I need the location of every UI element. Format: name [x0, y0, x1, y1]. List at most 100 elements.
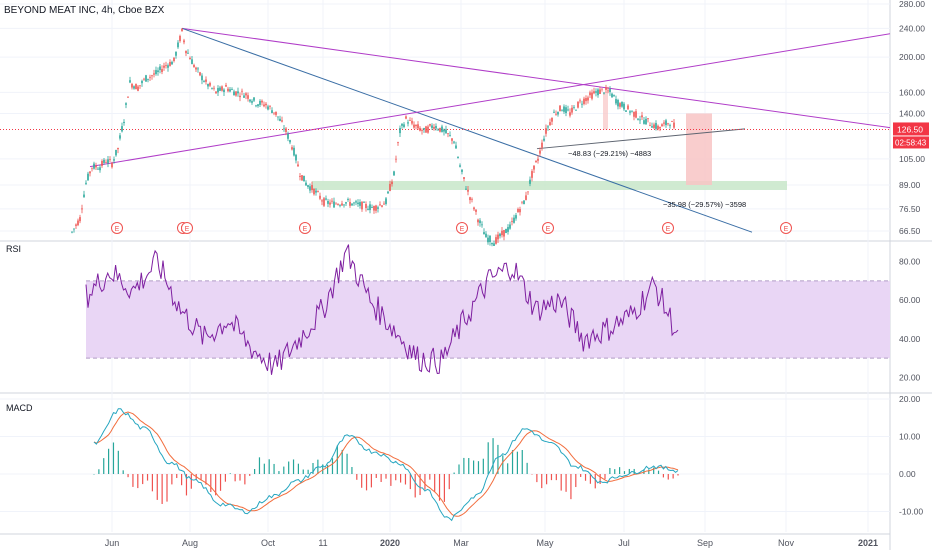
candle-body: [283, 128, 285, 130]
candle-body: [643, 120, 645, 124]
candle-body: [191, 59, 193, 65]
measure-label-2: −35.98 (−29.57%) −3598: [663, 200, 746, 209]
earnings-marker: [299, 222, 311, 234]
macd-hist-bar: [336, 445, 338, 474]
candle-body: [651, 126, 653, 128]
candle-body: [645, 118, 647, 125]
candle-body: [325, 198, 327, 200]
candle-body: [153, 73, 155, 75]
candle-body: [271, 110, 273, 114]
macd-hist-bar: [560, 474, 562, 491]
price-tick-label: 240.00: [899, 23, 925, 33]
macd-hist-bar: [224, 474, 226, 482]
candle-body: [577, 101, 579, 108]
macd-hist-bar: [395, 474, 397, 481]
macd-hist-bar: [205, 474, 207, 485]
candle-body: [631, 110, 633, 112]
candle-body: [233, 91, 235, 96]
candle-body: [597, 89, 599, 96]
candle-body: [215, 91, 217, 94]
macd-hist-bar: [531, 474, 533, 475]
candle-body: [465, 188, 467, 190]
macd-hist-bar: [536, 474, 538, 483]
candle-body: [167, 65, 169, 68]
candle-body: [231, 89, 233, 90]
candle-body: [141, 80, 143, 84]
macd-hist-bar: [258, 457, 261, 474]
earnings-marker: [456, 222, 468, 234]
candle-body: [487, 237, 489, 243]
candle-body: [573, 106, 575, 108]
macd-hist-bar: [657, 470, 660, 474]
candle-body: [559, 105, 561, 111]
candle-body: [83, 194, 85, 198]
candle-body: [71, 231, 73, 233]
earnings-marker-label: E: [303, 226, 308, 233]
time-axis-label: Aug: [182, 538, 198, 548]
candle-body: [533, 165, 535, 170]
candle-body: [489, 235, 491, 243]
candle-body: [603, 92, 605, 94]
candle-body: [447, 133, 449, 135]
candle-body: [527, 191, 529, 193]
candle-body: [457, 157, 459, 159]
candle-body: [399, 127, 401, 134]
macd-hist-bar: [370, 474, 372, 488]
price-tick-label: 160.00: [899, 87, 925, 97]
candle-body: [143, 78, 145, 80]
rsi-tick-label: 20.00: [899, 372, 921, 382]
macd-hist-bar: [351, 467, 353, 474]
measure-zone: [603, 92, 608, 130]
candle-body: [521, 201, 523, 203]
candle-body: [133, 86, 135, 89]
candle-body: [503, 230, 505, 237]
macd-hist-bar: [137, 474, 139, 489]
candle-body: [341, 203, 343, 206]
macd-hist-bar: [288, 461, 290, 474]
macd-hist-bar: [667, 474, 669, 480]
candle-body: [183, 40, 185, 43]
macd-hist-bar: [132, 474, 134, 487]
macd-hist-bar: [156, 474, 158, 500]
macd-hist-bar: [346, 453, 348, 474]
time-axis-label: 2021: [858, 538, 878, 548]
macd-hist-bar: [555, 474, 557, 481]
candle-body: [553, 111, 555, 113]
macd-signal-line: [93, 411, 679, 517]
candle-body: [353, 202, 355, 204]
candle-body: [241, 90, 243, 92]
candle-body: [277, 116, 279, 118]
candle-body: [497, 234, 499, 240]
candle-body: [653, 124, 655, 128]
rsi-pane-label: RSI: [6, 244, 22, 254]
candle-body: [639, 119, 641, 121]
candle-body: [549, 122, 551, 126]
candle-body: [619, 103, 621, 107]
ascending-trendline: [89, 33, 891, 168]
candle-body: [663, 122, 665, 124]
candle-body: [523, 200, 525, 205]
candle-body: [569, 112, 571, 116]
candle-body: [407, 122, 409, 124]
candle-body: [405, 116, 407, 119]
macd-hist-bar: [98, 469, 100, 474]
candle-body: [481, 224, 483, 226]
macd-hist-bar: [161, 474, 163, 504]
candle-body: [121, 126, 123, 132]
candle-body: [147, 78, 149, 80]
candle-body: [421, 130, 423, 131]
macd-hist-bar: [482, 458, 484, 474]
macd-hist-bar: [521, 449, 523, 474]
candle-body: [313, 188, 315, 195]
candle-body: [621, 101, 623, 107]
macd-hist-bar: [112, 442, 115, 474]
candle-body: [189, 57, 191, 60]
support-trendline: [536, 128, 746, 150]
candle-body: [323, 198, 325, 206]
macd-hist-bar: [312, 463, 314, 474]
candle-body: [433, 126, 435, 129]
price-tick-label: 280.00: [899, 0, 925, 9]
candle-body: [561, 110, 563, 112]
